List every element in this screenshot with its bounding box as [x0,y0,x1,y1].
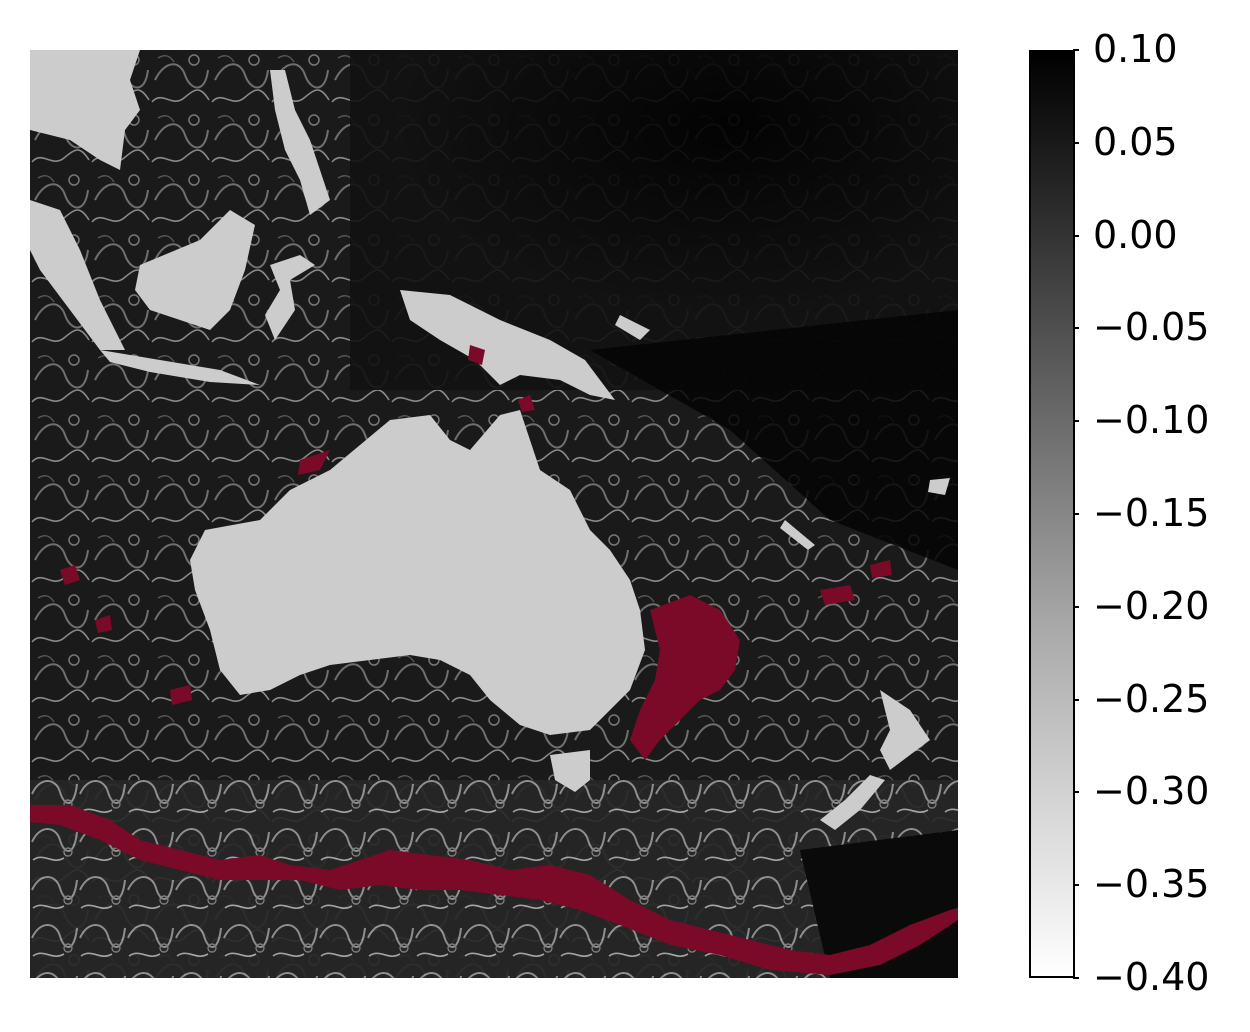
land-nz-south [820,775,885,830]
land-solomons [615,315,650,340]
highlight-west-indian-3 [170,685,192,705]
colorbar-tick [1073,884,1079,887]
colorbar-tick-label: −0.35 [1093,862,1210,907]
colorbar-tick-label: −0.25 [1093,676,1210,721]
colorbar-tick [1073,234,1079,237]
colorbar-tick [1073,698,1079,701]
highlight-west-indian-2 [95,615,112,633]
colorbar-tick-label: 0.05 [1093,120,1178,165]
colorbar-tick [1073,327,1079,330]
highlight-nw-australia [298,450,330,475]
highlight-torres [518,395,535,412]
highlight-regions [30,345,958,975]
colorbar-tick [1073,513,1079,515]
land-masses [30,50,950,830]
land-borneo [135,210,255,330]
land-new-guinea [400,290,615,400]
land-tasmania [550,750,590,792]
highlight-tasman [820,585,855,605]
pacific-calm-region-2 [590,310,958,570]
land-vanuatu [928,478,950,495]
colorbar-tick-label: −0.10 [1093,398,1210,443]
land-australia [190,410,645,735]
map-panel [30,50,958,978]
colorbar-tick-label: −0.05 [1093,305,1210,350]
highlight-new-guinea [468,345,485,365]
land-java [100,350,260,385]
colorbar-tick [1073,977,1079,979]
colorbar-tick-label: −0.30 [1093,769,1210,814]
colorbar-tick [1073,605,1079,608]
land-new-caledonia [780,520,815,550]
colorbar-tick-label: −0.20 [1093,584,1210,629]
colorbar-tick [1073,141,1079,144]
land-se-asia [30,50,140,170]
land-philippines [270,70,330,215]
colorbar-tick [1073,791,1079,794]
colorbar [1029,50,1075,978]
colorbar-tick-label: 0.10 [1093,27,1178,72]
colorbar-tick-label: 0.00 [1093,212,1178,257]
highlight-southern-ocean [30,805,958,975]
map-image [30,50,958,978]
land-sumatra [30,200,125,350]
highlight-west-indian [60,565,80,585]
land-sulawesi [265,255,315,340]
colorbar-tick-label: −0.40 [1093,955,1210,1000]
highlight-east-australia [630,595,740,760]
land-nz-north [880,690,930,770]
highlight-coral [870,560,892,578]
colorbar-tick [1073,49,1079,51]
colorbar-tick-label: −0.15 [1093,491,1210,536]
colorbar-tick [1073,420,1079,423]
